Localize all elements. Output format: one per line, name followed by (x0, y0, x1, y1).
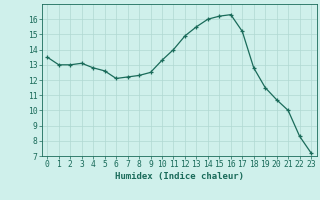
X-axis label: Humidex (Indice chaleur): Humidex (Indice chaleur) (115, 172, 244, 181)
